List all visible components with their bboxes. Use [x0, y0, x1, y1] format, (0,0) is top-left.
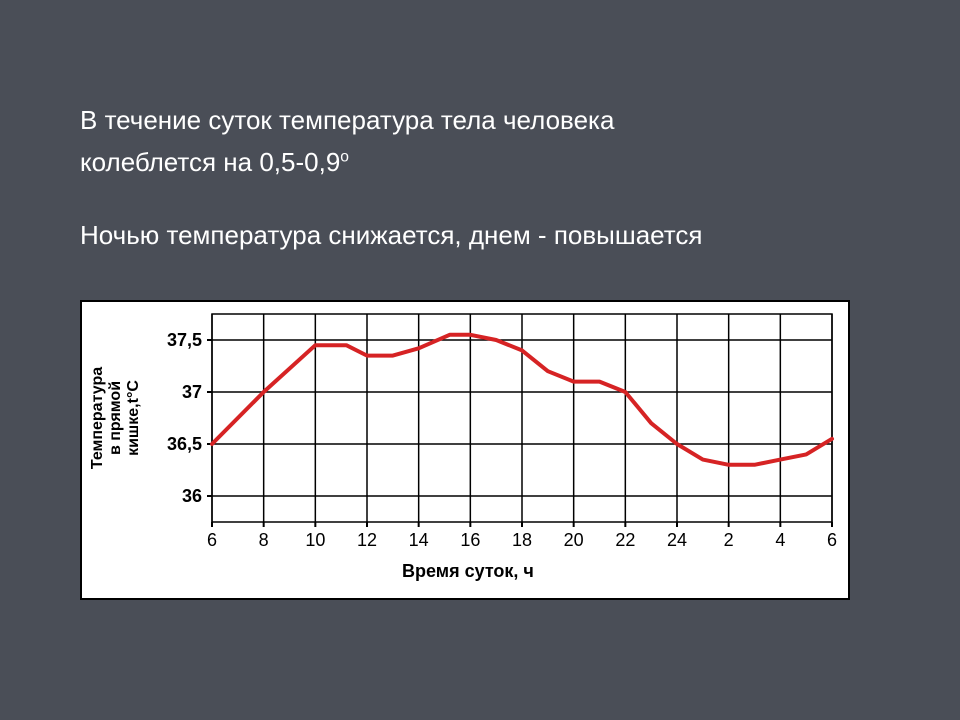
paragraph-1: В течение суток температура тела человек…	[80, 100, 880, 183]
svg-text:18: 18	[512, 530, 532, 550]
svg-text:24: 24	[667, 530, 687, 550]
svg-text:20: 20	[564, 530, 584, 550]
svg-text:12: 12	[357, 530, 377, 550]
svg-text:в прямой: в прямой	[107, 381, 124, 455]
svg-text:22: 22	[615, 530, 635, 550]
svg-text:37: 37	[182, 382, 202, 402]
svg-text:36: 36	[182, 486, 202, 506]
svg-text:2: 2	[724, 530, 734, 550]
temperature-chart: 3636,53737,5681012141618202224246Время с…	[82, 302, 848, 598]
svg-text:10: 10	[305, 530, 325, 550]
svg-text:Температура: Температура	[89, 367, 106, 469]
svg-text:36,5: 36,5	[167, 434, 202, 454]
svg-text:Время суток, ч: Время суток, ч	[402, 561, 534, 581]
slide: В течение суток температура тела человек…	[0, 0, 960, 720]
svg-text:4: 4	[775, 530, 785, 550]
svg-text:14: 14	[409, 530, 429, 550]
chart-container: 3636,53737,5681012141618202224246Время с…	[80, 300, 850, 600]
paragraph-1-line1: В течение суток температура тела человек…	[80, 105, 614, 135]
paragraph-2: Ночью температура снижается, днем - повы…	[80, 215, 880, 257]
degree-sup: о	[340, 148, 349, 165]
svg-text:37,5: 37,5	[167, 330, 202, 350]
svg-text:16: 16	[460, 530, 480, 550]
svg-text:6: 6	[827, 530, 837, 550]
paragraph-1-line2: колеблется на 0,5-0,9	[80, 147, 340, 177]
svg-text:кишке,t°С: кишке,t°С	[125, 380, 142, 456]
paragraph-2-text: Ночью температура снижается, днем - повы…	[80, 220, 702, 250]
svg-text:8: 8	[259, 530, 269, 550]
svg-text:6: 6	[207, 530, 217, 550]
